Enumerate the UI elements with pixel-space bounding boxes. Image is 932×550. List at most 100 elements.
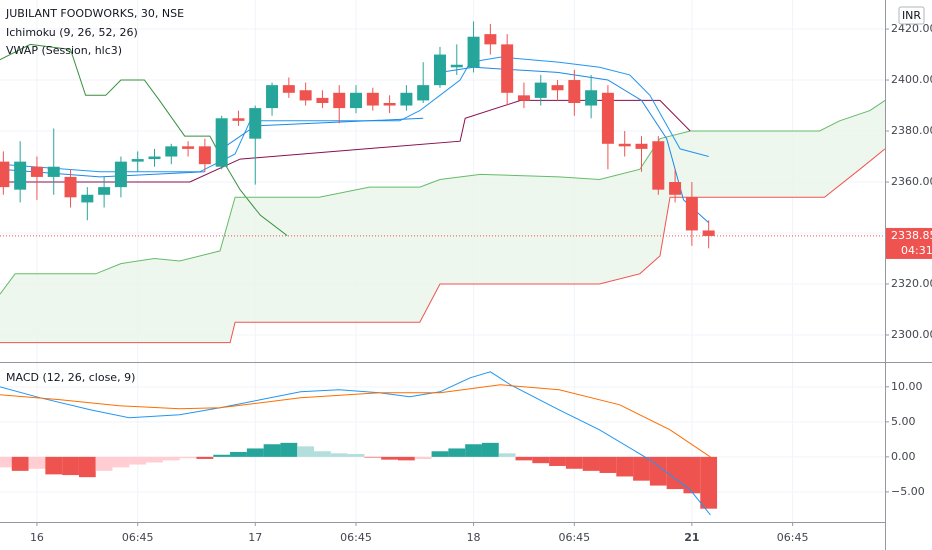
candle-body (652, 141, 665, 190)
y-tick-label: 2420.00 (891, 22, 932, 35)
indicator-line (0, 148, 886, 344)
candle-body (131, 159, 144, 162)
histogram-bar (498, 453, 516, 457)
candle-body (182, 146, 195, 149)
candle-body (534, 82, 547, 98)
candle-body (47, 166, 60, 177)
x-tick-label: 17 (248, 531, 262, 544)
candle-body (366, 92, 379, 106)
y-tick-label: 2380.00 (891, 124, 932, 137)
candle-body (517, 95, 530, 101)
axis-layer: 2300.002320.002340.002360.002380.002400.… (30, 22, 932, 544)
histogram-bar (431, 451, 449, 457)
histogram-bar (481, 442, 499, 457)
candle-body (685, 197, 698, 231)
candle-body (333, 92, 346, 109)
x-tick-label: 18 (467, 531, 481, 544)
histogram-bar (297, 446, 315, 457)
candle-body (165, 146, 178, 157)
x-tick-label: 06:45 (558, 531, 590, 544)
histogram-bar (616, 456, 634, 477)
x-tick-label: 06:45 (122, 531, 154, 544)
candle-body (282, 85, 295, 93)
last-price-box (886, 227, 932, 259)
chart-title: JUBILANT FOODWORKS, 30, NSE (5, 7, 184, 20)
candle-body (81, 194, 94, 203)
histogram-bar (95, 456, 113, 471)
study-label: VWAP (Session, hlc3) (6, 44, 122, 57)
x-tick-label: 06:45 (340, 531, 372, 544)
candle-body (433, 54, 446, 86)
candle-body (266, 85, 279, 109)
histogram-bar (347, 454, 365, 457)
histogram-bar (213, 454, 231, 457)
study-label: Ichimoku (9, 26, 52, 26) (6, 26, 138, 39)
candle-body (585, 90, 598, 106)
histogram-bar (78, 456, 96, 478)
histogram-bar (381, 456, 399, 460)
histogram-bar (45, 456, 63, 475)
candle-body (702, 230, 715, 236)
histogram-bar (532, 456, 550, 464)
candle-body (467, 36, 480, 68)
histogram-bar (397, 456, 415, 461)
candle-body (383, 102, 396, 106)
histogram-bar (683, 456, 701, 494)
x-tick-label: 21 (684, 531, 699, 544)
histogram-bar (129, 456, 147, 465)
histogram-bar (700, 456, 718, 509)
candle-body (484, 34, 497, 45)
y-tick-label: −5.00 (891, 485, 925, 498)
candle-body (14, 161, 27, 190)
candle-body (98, 187, 111, 195)
candle-body (64, 176, 77, 198)
histogram-bar (649, 456, 667, 486)
candle-body (601, 92, 614, 144)
histogram-bar (666, 456, 684, 490)
histogram-bar (364, 456, 382, 458)
candle-body (114, 161, 127, 188)
candle-body (249, 108, 262, 139)
candle-body (198, 146, 211, 165)
histogram-bar (28, 456, 46, 469)
histogram-bar (549, 456, 566, 466)
histogram-bar (230, 451, 247, 457)
candle-body (0, 161, 10, 188)
candle-body (417, 85, 430, 101)
histogram-bar (448, 448, 466, 457)
histogram-bar (112, 456, 130, 468)
histogram-bar (330, 453, 348, 457)
x-tick-label: 06:45 (777, 531, 809, 544)
indicator-line (0, 99, 691, 183)
histogram-bar (196, 456, 214, 459)
histogram-bar (633, 456, 650, 481)
histogram-bar (179, 456, 197, 459)
y-tick-label: 2300.00 (891, 328, 932, 341)
macd-line (0, 371, 711, 516)
candle-body (501, 44, 514, 93)
candle-body (635, 143, 648, 149)
candle-body (316, 97, 329, 103)
histogram-bar (582, 456, 600, 471)
y-tick-label: 2400.00 (891, 73, 932, 86)
histogram-bar (11, 456, 29, 471)
histogram-bar (0, 456, 12, 468)
histogram-bar (515, 456, 533, 461)
candle-body (568, 80, 581, 103)
histogram-bar (465, 444, 482, 457)
candle-body (215, 118, 228, 167)
candle-body (30, 166, 43, 177)
currency-label: INR (902, 9, 921, 22)
candle-body (299, 90, 312, 101)
histogram-bar (414, 456, 432, 459)
countdown-label: 04:31 (901, 244, 932, 257)
currency-badge[interactable] (898, 6, 925, 25)
histogram-bar (280, 442, 298, 457)
histogram-bar (263, 444, 281, 457)
histogram-bar (565, 456, 583, 469)
histogram-bar (62, 456, 79, 476)
histogram-bar (162, 456, 180, 461)
candle-body (618, 143, 631, 147)
y-tick-label: 10.00 (891, 380, 923, 393)
